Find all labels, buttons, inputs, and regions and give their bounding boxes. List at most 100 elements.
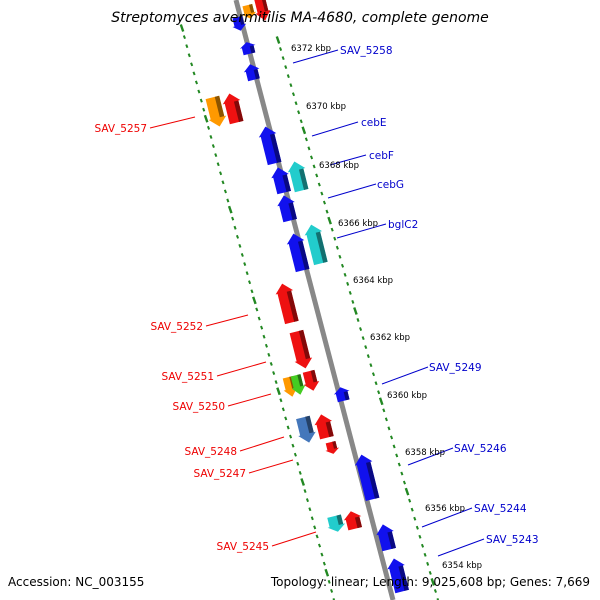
- gene-label-reverse: SAV_5257: [94, 123, 147, 135]
- gene-sav5257-red: [222, 93, 244, 125]
- leader-line-forward: [407, 447, 454, 466]
- right-tick-row: [390, 435, 394, 440]
- gene-sav5247: [325, 440, 340, 454]
- right-tick-row: [374, 381, 378, 386]
- right-tick-row: [382, 408, 386, 413]
- left-tick-row: [267, 352, 271, 357]
- gene-bglc2: [286, 233, 310, 273]
- left-tick-row: [216, 162, 220, 167]
- right-tick-row: [301, 126, 307, 135]
- right-tick-row: [371, 372, 376, 377]
- gene-sav5250-green-shade: [297, 374, 304, 387]
- leader-line-reverse: [216, 361, 267, 377]
- left-tick-row: [272, 371, 276, 375]
- kbp-label: 6372 kbp: [291, 44, 331, 54]
- left-tick-row: [202, 107, 206, 112]
- left-tick-row: [214, 153, 218, 158]
- gene-sav5245-red-shade: [354, 516, 362, 529]
- gene-sav5257-orange: [205, 95, 227, 127]
- left-tick-row: [310, 516, 314, 521]
- left-tick-row: [209, 135, 213, 139]
- kbp-label: 6368 kbp: [319, 161, 359, 171]
- right-tick-row: [433, 589, 437, 593]
- kbp-label: 6354 kbp: [442, 561, 482, 571]
- gene-sav5250-green: [290, 374, 306, 395]
- kbp-tick-marks: [179, 24, 440, 600]
- right-tick-row: [366, 354, 370, 359]
- right-tick-row: [322, 200, 326, 205]
- gene-label-forward: SAV_5246: [454, 443, 507, 455]
- right-tick-row: [338, 254, 342, 259]
- gene-sav5246-shade: [365, 461, 380, 499]
- left-tick-row: [248, 280, 252, 285]
- label-leader-lines: [149, 49, 485, 557]
- left-tick-row: [276, 387, 281, 396]
- right-tick-row: [402, 480, 406, 485]
- leader-line-forward: [292, 49, 339, 64]
- leader-line-reverse: [239, 436, 285, 452]
- gene-sav5252-shade: [286, 290, 299, 322]
- gene-glyphs: [205, 0, 409, 594]
- gene-cebf-shade: [282, 174, 291, 193]
- left-tick-row: [332, 598, 336, 600]
- gene-label-forward: cebF: [369, 150, 394, 162]
- right-tick-row: [346, 281, 350, 286]
- left-tick-row: [308, 507, 312, 512]
- gene-sav5249: [333, 387, 350, 403]
- right-tick-row: [392, 444, 396, 449]
- right-tick-row: [395, 453, 399, 458]
- right-tick-row: [430, 578, 436, 586]
- leader-line-forward: [311, 121, 359, 137]
- leader-line-forward: [437, 538, 485, 557]
- left-tick-row: [291, 443, 295, 448]
- gene-labels: SAV_5258 cebE cebF cebG bglC2 SAV_5249 SAV_524…: [94, 45, 538, 553]
- gene-label-reverse: SAV_5248: [184, 446, 237, 458]
- kbp-label: 6370 kbp: [306, 102, 346, 112]
- left-tick-row: [324, 568, 330, 577]
- kbp-label: 6356 kbp: [425, 504, 465, 514]
- left-tick-row: [281, 407, 285, 412]
- left-tick-row: [179, 24, 185, 32]
- right-tick-row: [335, 245, 339, 250]
- right-tick-row: [384, 417, 388, 422]
- right-tick-row: [284, 65, 288, 70]
- leader-line-forward: [329, 154, 367, 166]
- gene-label-forward: cebE: [361, 117, 387, 129]
- right-tick-row: [275, 36, 281, 44]
- gene-cebg: [277, 195, 297, 223]
- right-tick-row: [325, 209, 329, 214]
- genome-backbone: [233, 0, 396, 600]
- gene-sav5247-body: [325, 440, 340, 454]
- gene-sav5245-cyan: [327, 514, 346, 532]
- right-tick-row: [404, 487, 410, 496]
- right-tick-row: [304, 137, 308, 142]
- right-tick-row: [378, 397, 384, 406]
- gene-sav5243: [387, 558, 409, 594]
- left-tick-row: [320, 552, 324, 557]
- right-tick-row: [420, 543, 425, 548]
- gene-label-reverse: SAV_5250: [172, 401, 225, 413]
- left-tick-row: [286, 425, 290, 430]
- right-tick-row: [307, 146, 311, 151]
- right-tick-row: [400, 471, 404, 476]
- right-tick-row: [351, 299, 355, 304]
- left-tick-row: [264, 343, 268, 348]
- gene-sav5258-b-shade: [253, 68, 260, 80]
- left-tick-row: [300, 478, 305, 486]
- gene-bglc2-shade: [297, 240, 310, 270]
- left-tick-row: [240, 253, 244, 257]
- gene-sav5245-cyan-body: [327, 514, 346, 532]
- right-tick-row: [330, 227, 334, 232]
- left-tick-row: [187, 53, 191, 58]
- left-tick-row: [298, 470, 302, 475]
- left-tick-row: [190, 62, 194, 67]
- right-tick-row: [294, 101, 298, 106]
- leader-line-forward: [327, 183, 377, 199]
- gene-sav5251-a-shade: [298, 329, 311, 360]
- gene-top-orange: [242, 3, 257, 19]
- gene-sav5251-b-body: [302, 369, 320, 391]
- gene-top-blue: [232, 15, 247, 31]
- gene-cebe-shade: [269, 133, 282, 163]
- leader-line-forward: [336, 223, 387, 239]
